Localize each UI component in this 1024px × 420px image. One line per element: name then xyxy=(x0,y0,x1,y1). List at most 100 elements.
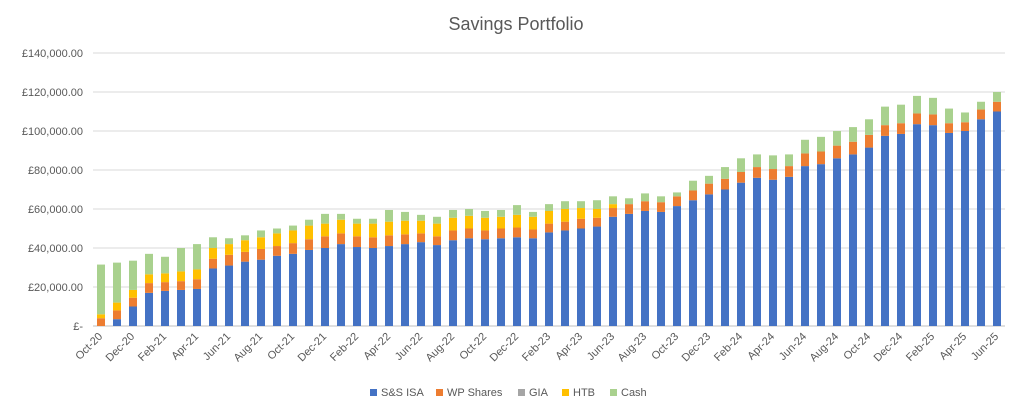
bar-s-s-isa-jun-25 xyxy=(993,111,1001,326)
bar-s-s-isa-jan-24 xyxy=(721,189,729,326)
bar-wp-shares-sep-24 xyxy=(849,141,857,155)
bar-s-s-isa-dec-21 xyxy=(321,248,329,326)
bar-htb-may-23 xyxy=(593,209,601,218)
legend-swatch-htb xyxy=(562,389,569,396)
bar-cash-sep-22 xyxy=(465,209,473,216)
bar-cash-apr-24 xyxy=(769,155,777,170)
bar-cash-oct-24 xyxy=(865,119,873,135)
bar-wp-shares-aug-21 xyxy=(257,248,265,260)
bar-wp-shares-jun-25 xyxy=(993,101,1001,112)
bar-htb-nov-22 xyxy=(497,216,505,229)
bar-wp-shares-may-21 xyxy=(209,258,217,269)
bar-s-s-isa-sep-23 xyxy=(657,211,665,326)
x-tick-label: Feb-25 xyxy=(904,331,937,364)
bar-wp-shares-may-25 xyxy=(977,109,985,120)
bar-cash-jun-24 xyxy=(801,139,809,154)
bar-s-s-isa-nov-22 xyxy=(497,238,505,326)
bar-s-s-isa-jun-21 xyxy=(225,265,233,326)
bar-s-s-isa-may-22 xyxy=(401,244,409,326)
bar-cash-jan-21 xyxy=(145,253,153,275)
bar-cash-dec-21 xyxy=(321,213,329,224)
bar-cash-mar-25 xyxy=(945,108,953,124)
bar-cash-oct-22 xyxy=(481,210,489,218)
bar-s-s-isa-apr-25 xyxy=(961,131,969,326)
bar-wp-shares-mar-25 xyxy=(945,123,953,133)
bar-htb-oct-21 xyxy=(289,230,297,244)
legend-label: GIA xyxy=(529,387,549,399)
bar-cash-mar-22 xyxy=(369,218,377,224)
bar-wp-shares-apr-23 xyxy=(577,218,585,229)
bar-s-s-isa-may-25 xyxy=(977,119,985,326)
bar-htb-jul-22 xyxy=(433,223,441,237)
x-tick-label: Apr-24 xyxy=(745,331,777,363)
bar-cash-nov-21 xyxy=(305,219,313,226)
bar-s-s-isa-dec-20 xyxy=(129,306,137,326)
bar-cash-jan-23 xyxy=(529,211,537,217)
bar-wp-shares-apr-21 xyxy=(193,279,201,289)
bar-cash-dec-24 xyxy=(897,104,905,124)
bar-cash-mar-24 xyxy=(753,154,761,168)
bar-cash-jul-22 xyxy=(433,216,441,224)
bar-cash-jul-23 xyxy=(625,198,633,205)
bar-cash-sep-24 xyxy=(849,127,857,142)
bar-wp-shares-dec-22 xyxy=(513,227,521,238)
bar-htb-jan-21 xyxy=(145,274,153,284)
bar-s-s-isa-oct-24 xyxy=(865,147,873,326)
bar-htb-dec-22 xyxy=(513,214,521,228)
bar-cash-aug-23 xyxy=(641,193,649,202)
bar-wp-shares-sep-23 xyxy=(657,202,665,212)
bar-cash-oct-20 xyxy=(97,264,105,315)
bar-wp-shares-dec-23 xyxy=(705,183,713,195)
bar-cash-feb-22 xyxy=(353,218,361,224)
bar-htb-sep-22 xyxy=(465,215,473,229)
bar-wp-shares-jan-21 xyxy=(145,283,153,293)
bar-cash-dec-22 xyxy=(513,205,521,215)
bar-cash-may-24 xyxy=(785,154,793,167)
bar-wp-shares-jul-21 xyxy=(241,251,249,262)
bar-htb-feb-22 xyxy=(353,223,361,237)
bar-wp-shares-mar-24 xyxy=(753,167,761,178)
x-tick-label: Aug-23 xyxy=(616,331,650,365)
x-tick-label: Feb-21 xyxy=(136,331,169,364)
bar-cash-jun-22 xyxy=(417,214,425,221)
bar-htb-apr-21 xyxy=(193,269,201,280)
bar-s-s-isa-mar-25 xyxy=(945,132,953,326)
y-tick-label: £20,000.00 xyxy=(28,282,83,294)
bar-cash-jun-23 xyxy=(609,196,617,205)
bar-htb-apr-22 xyxy=(385,221,393,236)
x-tick-label: Jun-25 xyxy=(969,331,1001,363)
x-tick-label: Apr-22 xyxy=(361,331,393,363)
bar-cash-apr-23 xyxy=(577,201,585,209)
bar-cash-dec-20 xyxy=(129,260,137,290)
bar-cash-mar-23 xyxy=(561,201,569,209)
bar-s-s-isa-jul-24 xyxy=(817,164,825,326)
bar-s-s-isa-jan-23 xyxy=(529,238,537,326)
x-tick-label: Dec-21 xyxy=(296,331,330,365)
y-tick-label: £60,000.00 xyxy=(28,204,83,216)
bar-wp-shares-mar-21 xyxy=(177,281,185,290)
bar-s-s-isa-apr-22 xyxy=(385,246,393,326)
bar-s-s-isa-may-24 xyxy=(785,176,793,326)
bar-cash-jan-22 xyxy=(337,213,345,220)
legend-label: S&S ISA xyxy=(381,387,424,399)
bar-cash-jul-21 xyxy=(241,235,249,241)
bar-htb-sep-21 xyxy=(273,233,281,247)
bar-wp-shares-jun-23 xyxy=(609,208,617,217)
bar-wp-shares-sep-22 xyxy=(465,228,473,239)
bar-s-s-isa-mar-24 xyxy=(753,177,761,326)
bar-cash-apr-22 xyxy=(385,209,393,222)
x-tick-label: Aug-24 xyxy=(808,331,842,365)
legend-swatch-s-s-isa xyxy=(370,389,377,396)
x-tick-label: Jun-21 xyxy=(201,331,233,363)
bar-htb-mar-23 xyxy=(561,209,569,222)
bar-htb-jun-22 xyxy=(417,220,425,234)
x-tick-label: Oct-20 xyxy=(73,331,105,363)
bar-cash-oct-21 xyxy=(289,225,297,231)
bar-cash-nov-23 xyxy=(689,180,697,191)
bar-s-s-isa-mar-22 xyxy=(369,248,377,326)
bar-cash-dec-23 xyxy=(705,175,713,184)
bar-cash-aug-22 xyxy=(449,209,457,218)
